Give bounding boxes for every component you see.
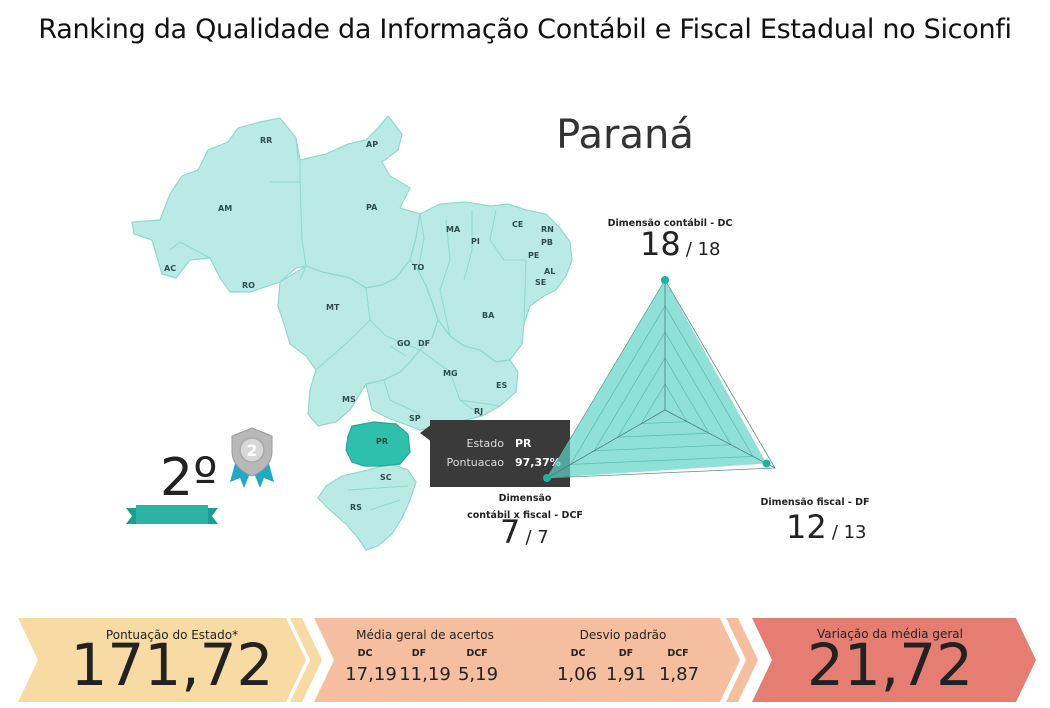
dc-score-max: / 18 [685, 239, 721, 260]
map-tooltip: Estado PR Pontuacao 97,37% [430, 420, 570, 487]
df-score: 12 / 13 [786, 508, 867, 546]
medal-icon: 2 [230, 427, 274, 488]
variacao-value: 21,72 [806, 631, 974, 699]
map-label-pa: PA [366, 203, 378, 212]
radar-axis-df [664, 409, 776, 469]
map-label-sp: SP [409, 414, 421, 423]
media-header-dc: DC [357, 648, 373, 659]
tooltip-estado-label: Estado [466, 437, 504, 450]
map-state-pr [345, 421, 411, 467]
radar-point-df[interactable] [762, 459, 771, 468]
desvio-header-dcf: DCF [667, 648, 689, 659]
media-label: Média geral de acertos [356, 628, 494, 642]
media-header-dcf: DCF [466, 648, 488, 659]
map-label-pb: PB [541, 238, 553, 247]
map-label-ms: MS [342, 395, 356, 404]
state-name: Paraná [556, 112, 694, 158]
tooltip-pontuacao-label: Pontuacao [446, 456, 505, 469]
dcf-score: 7 / 7 [500, 513, 549, 551]
desvio-value-dc: 1,06 [556, 664, 598, 685]
map-label-ce: CE [512, 220, 523, 229]
map-label-pr: PR [376, 437, 388, 446]
map-label-sc: SC [380, 473, 392, 482]
variacao-label: Variação da média geral [817, 627, 963, 641]
media-value-dcf: 5,19 [457, 664, 499, 685]
df-score-value: 12 [786, 508, 827, 546]
map-label-se: SE [535, 278, 546, 287]
medal-number: 2 [246, 441, 257, 460]
pontuacao-value: 171,72 [70, 631, 274, 699]
map-label-pe: PE [528, 251, 539, 260]
map-label-mg: MG [443, 369, 458, 378]
map-region-north [131, 115, 421, 293]
map-label-ap: AP [366, 140, 378, 149]
page-title: Ranking da Qualidade da Informação Contá… [38, 14, 1012, 45]
map-label-ba: BA [482, 311, 495, 320]
desvio-header-df: DF [618, 648, 634, 659]
tooltip-estado-value: PR [515, 437, 532, 450]
radar-axis-dcf [546, 409, 666, 479]
dcf-score-max: / 7 [525, 527, 549, 548]
dc-score-value: 18 [640, 225, 681, 263]
map-label-go: GO [397, 339, 411, 348]
map-region-south [317, 463, 417, 551]
map-label-al: AL [544, 267, 555, 276]
pontuacao-label: Pontuação do Estado* [105, 628, 239, 642]
radar-chart [543, 276, 776, 482]
rank-position: 2º [160, 448, 218, 508]
map-label-ac: AC [164, 264, 176, 273]
map-label-am: AM [218, 204, 232, 213]
footer-bands [18, 618, 1036, 702]
map-label-ro: RO [242, 281, 255, 290]
tooltip-pontuacao-value: 97,37% [515, 456, 561, 469]
map-label-es: ES [496, 381, 507, 390]
media-value-dc: 17,19 [345, 664, 397, 685]
dc-score: 18 / 18 [640, 225, 721, 263]
desvio-value-dcf: 1,87 [658, 664, 700, 685]
dcf-score-value: 7 [500, 513, 521, 551]
desvio-header-dc: DC [570, 648, 586, 659]
dcf-label: Dimensão contábil x fiscal - DCF [460, 490, 590, 524]
map-label-df: DF [418, 339, 430, 348]
df-label: Dimensão fiscal - DF [760, 497, 870, 508]
brazil-map[interactable]: RR AP AM PA MA CE RN PB PI PE AL SE AC R… [120, 110, 590, 560]
media-header-df: DF [411, 648, 427, 659]
map-label-ma: MA [446, 225, 461, 234]
map-label-rn: RN [541, 225, 554, 234]
desvio-value-df: 1,91 [605, 664, 647, 685]
map-label-rr: RR [260, 136, 272, 145]
radar-area [547, 280, 767, 478]
radar-point-dcf[interactable] [543, 474, 551, 482]
tooltip-pointer [420, 424, 432, 442]
media-value-df: 11,19 [399, 664, 451, 685]
map-label-rs: RS [350, 503, 362, 512]
map-label-pi: PI [471, 237, 480, 246]
df-score-max: / 13 [831, 522, 867, 543]
map-label-to: TO [412, 263, 424, 272]
map-label-rj: RJ [474, 407, 483, 416]
map-label-mt: MT [326, 303, 340, 312]
rank-ribbon [126, 505, 218, 524]
radar-point-dc[interactable] [661, 276, 669, 284]
dc-label: Dimensão contábil - DC [607, 218, 733, 229]
desvio-label: Desvio padrão [579, 628, 667, 642]
dcf-label-line2: contábil x fiscal - DCF [467, 510, 583, 521]
dcf-label-line1: Dimensão [498, 493, 552, 504]
